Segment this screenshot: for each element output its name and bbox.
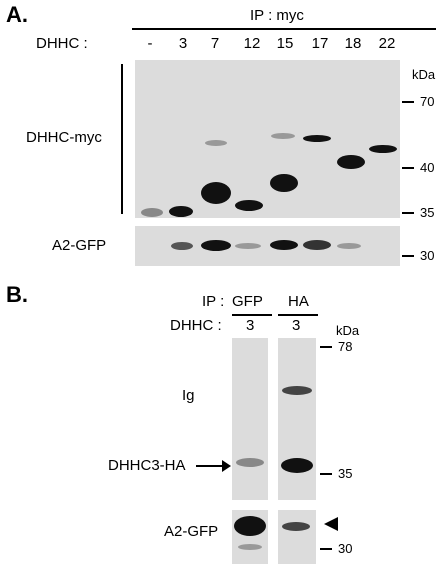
panel-a-bottom-blot xyxy=(135,226,400,266)
marker-tick xyxy=(320,548,332,550)
panel-b-ip-gfp: GFP xyxy=(232,293,263,310)
panel-a-dhhc-label: DHHC : xyxy=(36,35,88,52)
panel-b-ha-blot xyxy=(278,338,316,500)
panel-a-ip-label: IP : myc xyxy=(250,7,304,24)
kda-label: kDa xyxy=(412,67,436,82)
kda-label: kDa xyxy=(336,323,360,338)
marker-tick xyxy=(320,473,332,475)
band xyxy=(337,155,365,169)
marker-label: 30 xyxy=(338,541,353,556)
panel-b-gfp-blot xyxy=(232,338,268,500)
lane-label: 22 xyxy=(378,35,396,52)
lane-label: - xyxy=(147,35,153,52)
marker-label: 78 xyxy=(338,339,353,354)
band xyxy=(282,522,310,531)
marker-tick xyxy=(402,212,414,214)
panel-b-ha-line xyxy=(278,314,318,316)
panel-b-ip-ha: HA xyxy=(288,293,309,310)
marker-label: 70 xyxy=(420,94,435,109)
lane-label: 12 xyxy=(243,35,261,52)
marker-label: 35 xyxy=(420,205,435,220)
arrowhead-icon xyxy=(324,517,338,531)
marker-tick xyxy=(320,346,332,348)
lane-label: 3 xyxy=(178,35,188,52)
band xyxy=(281,458,313,473)
band xyxy=(205,140,227,146)
band xyxy=(171,242,193,250)
dhhc3-ha-label: DHHC3-HA xyxy=(108,457,186,474)
lane-label: 17 xyxy=(311,35,329,52)
arrow-line xyxy=(196,465,224,467)
panel-a-ip-line xyxy=(132,28,436,30)
band xyxy=(270,174,298,192)
lane-label: 15 xyxy=(276,35,294,52)
panel-b-letter: B. xyxy=(6,282,28,307)
panel-a-top-blot xyxy=(135,60,400,218)
band xyxy=(303,135,331,142)
band xyxy=(169,206,193,217)
panel-a-bottom-label: A2-GFP xyxy=(52,237,107,254)
marker-label: 35 xyxy=(338,466,353,481)
band xyxy=(201,240,231,251)
band xyxy=(141,208,163,217)
arrow-head-icon xyxy=(222,460,231,472)
band xyxy=(282,386,312,395)
band xyxy=(303,240,331,250)
lane-label: 18 xyxy=(344,35,362,52)
band xyxy=(271,133,295,139)
band xyxy=(270,240,298,250)
marker-label: 30 xyxy=(420,248,435,263)
band xyxy=(234,516,266,536)
marker-label: 40 xyxy=(420,160,435,175)
panel-b-gfp-line xyxy=(232,314,272,316)
marker-tick xyxy=(402,101,414,103)
band xyxy=(238,544,262,550)
band xyxy=(235,243,261,249)
panel-a-letter: A. xyxy=(6,2,28,27)
panel-a-bracket xyxy=(121,64,123,214)
a2-gfp-label: A2-GFP xyxy=(164,523,219,540)
marker-tick xyxy=(402,255,414,257)
lane-label: 7 xyxy=(210,35,220,52)
marker-tick xyxy=(402,167,414,169)
band xyxy=(369,145,397,153)
panel-b-ip-label: IP : xyxy=(202,293,225,310)
panel-a-top-label: DHHC-myc xyxy=(26,129,102,146)
ig-label: Ig xyxy=(182,387,195,404)
panel-b-ha-bottom-blot xyxy=(278,510,316,564)
panel-b-gfp-bottom-blot xyxy=(232,510,268,564)
lane-label: 3 xyxy=(246,317,255,334)
band xyxy=(236,458,264,467)
panel-b-dhhc-label: DHHC : xyxy=(170,317,222,334)
lane-label: 3 xyxy=(292,317,301,334)
band xyxy=(235,200,263,211)
band xyxy=(201,182,231,204)
band xyxy=(337,243,361,249)
